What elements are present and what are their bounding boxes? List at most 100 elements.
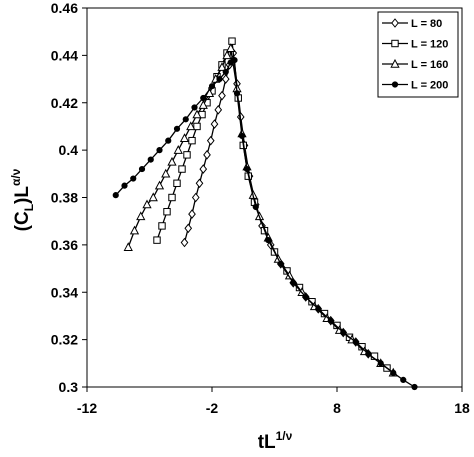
marker xyxy=(193,122,201,131)
marker xyxy=(138,165,146,173)
marker xyxy=(179,133,190,142)
marker xyxy=(188,136,196,145)
y-tick-label: 0.36 xyxy=(51,237,78,253)
marker xyxy=(173,125,181,132)
marker xyxy=(277,260,284,267)
series-line xyxy=(156,38,388,369)
marker xyxy=(168,193,176,202)
x-tick-label: 18 xyxy=(454,400,470,416)
marker xyxy=(340,329,347,336)
x-axis-label: tL1/ν xyxy=(258,429,293,453)
marker xyxy=(315,305,322,312)
marker xyxy=(121,182,128,189)
marker xyxy=(290,279,297,286)
y-label-sub: L xyxy=(22,204,36,211)
y-tick-label: 0.44 xyxy=(51,47,78,63)
marker xyxy=(153,236,161,244)
legend-marker xyxy=(391,39,399,48)
legend-label: L = 160 xyxy=(411,59,448,71)
marker xyxy=(161,168,171,178)
marker xyxy=(123,242,133,251)
marker xyxy=(142,199,152,209)
legend-label: L = 80 xyxy=(411,18,442,30)
x-label-main: tL xyxy=(258,432,276,453)
marker xyxy=(252,203,259,211)
marker xyxy=(112,192,119,199)
marker xyxy=(231,57,238,64)
marker xyxy=(411,383,418,391)
marker xyxy=(191,192,200,203)
marker xyxy=(163,208,171,216)
marker xyxy=(221,74,230,84)
marker xyxy=(154,180,165,190)
marker xyxy=(226,43,236,52)
marker xyxy=(365,350,372,357)
marker xyxy=(233,90,241,97)
marker xyxy=(352,338,359,346)
marker xyxy=(302,293,309,301)
marker xyxy=(308,298,316,306)
y-tick-label: 0.42 xyxy=(51,95,78,111)
marker xyxy=(158,222,166,230)
y-tick-label: 0.3 xyxy=(59,379,79,395)
x-label-sup: 1/ν xyxy=(276,429,293,443)
marker xyxy=(191,104,198,111)
marker xyxy=(199,164,208,174)
x-tick-label: 8 xyxy=(333,400,341,416)
marker xyxy=(130,175,137,182)
marker xyxy=(206,135,215,146)
legend-box xyxy=(377,11,459,98)
marker xyxy=(180,237,189,248)
marker xyxy=(222,68,229,76)
marker xyxy=(327,317,334,324)
marker xyxy=(184,223,193,234)
marker xyxy=(238,132,246,140)
marker xyxy=(200,94,207,102)
marker xyxy=(265,237,272,244)
marker xyxy=(147,156,154,163)
x-tick-label: -2 xyxy=(206,400,219,416)
legend-marker xyxy=(391,81,399,88)
marker xyxy=(218,90,226,101)
legend-label: L = 200 xyxy=(411,80,448,92)
y-tick-label: 0.4 xyxy=(59,142,79,158)
marker xyxy=(208,83,216,90)
marker xyxy=(222,50,232,60)
marker xyxy=(178,165,186,173)
marker xyxy=(182,116,189,123)
marker xyxy=(400,376,407,383)
marker xyxy=(377,360,384,367)
y-label-part: )L xyxy=(12,186,33,204)
marker xyxy=(173,145,183,154)
marker xyxy=(214,105,223,115)
marker xyxy=(390,369,397,376)
marker xyxy=(203,150,211,160)
legend-label: L = 120 xyxy=(411,39,448,51)
marker xyxy=(195,178,204,189)
marker xyxy=(148,192,158,202)
marker xyxy=(216,75,223,83)
marker xyxy=(129,225,140,235)
marker xyxy=(165,137,172,144)
marker xyxy=(136,211,146,221)
y-label-sup: α/ν xyxy=(9,168,23,186)
legend-marker xyxy=(391,18,399,28)
y-tick-label: 0.34 xyxy=(51,284,78,300)
marker xyxy=(186,121,196,131)
legend-marker xyxy=(390,58,400,68)
y-tick-label: 0.32 xyxy=(51,332,78,348)
marker xyxy=(156,147,163,154)
y-axis-label: (CL)Lα/ν xyxy=(9,168,36,231)
y-tick-label: 0.46 xyxy=(51,0,78,16)
marker xyxy=(167,156,177,166)
marker xyxy=(228,37,236,45)
marker xyxy=(183,151,191,159)
marker xyxy=(210,119,219,129)
marker xyxy=(217,62,227,71)
y-label-part: (C xyxy=(12,211,33,231)
marker xyxy=(188,209,196,219)
marker xyxy=(243,165,251,173)
series-line xyxy=(183,52,369,355)
marker xyxy=(173,179,181,187)
